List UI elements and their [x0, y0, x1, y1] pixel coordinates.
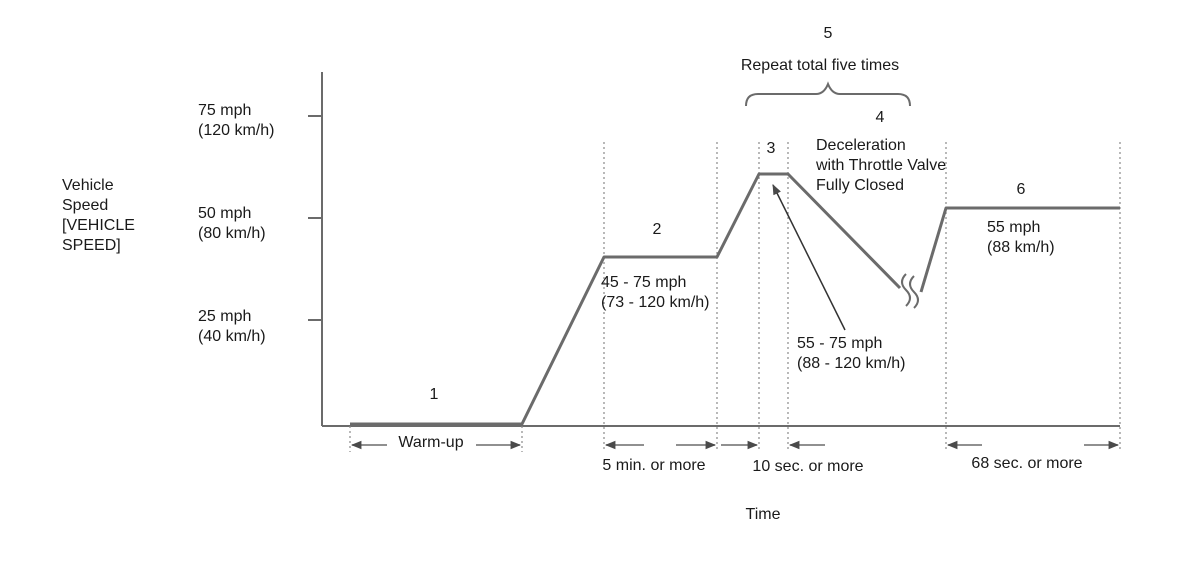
step-4-number: 4: [876, 109, 885, 126]
x-axis-label: Time: [746, 506, 781, 523]
step-4-text-line2: with Throttle Valve: [815, 157, 946, 174]
tick-label-75-kmh: (120 km/h): [198, 122, 274, 139]
step-3-speed-kmh: (88 - 120 km/h): [797, 355, 905, 372]
step-3-number: 3: [767, 140, 776, 157]
step-3-speed-mph: 55 - 75 mph: [797, 335, 882, 352]
speed-trace: [350, 172, 902, 426]
warmup-label: Warm-up: [398, 434, 463, 451]
step-2-number: 2: [653, 221, 662, 238]
tick-label-75-mph: 75 mph: [198, 102, 251, 119]
step-6-number: 6: [1017, 181, 1026, 198]
step-2-speed-mph: 45 - 75 mph: [601, 274, 686, 291]
repeat-step-number: 5: [824, 25, 833, 42]
step-6-speed-kmh: (88 km/h): [987, 239, 1055, 256]
y-axis-label-line3: [VEHICLE: [62, 217, 135, 234]
time-break-squiggle-left: [901, 273, 911, 307]
step-2-duration: 5 min. or more: [602, 457, 705, 474]
repeat-brace: [745, 81, 911, 107]
step-2-speed-kmh: (73 - 120 km/h): [601, 294, 709, 311]
speed-trace-resume: [919, 206, 1120, 293]
step-6-duration: 68 sec. or more: [971, 455, 1082, 472]
step-3-duration: 10 sec. or more: [752, 458, 863, 475]
tick-label-25-mph: 25 mph: [198, 308, 251, 325]
step-3-pointer-arrow: [772, 184, 846, 331]
tick-label-50-mph: 50 mph: [198, 205, 251, 222]
y-axis-label-line1: Vehicle: [62, 177, 114, 194]
step-4-text-line1: Deceleration: [816, 137, 906, 154]
step-1-number: 1: [430, 386, 439, 403]
tick-label-50-kmh: (80 km/h): [198, 225, 266, 242]
step-6-speed-mph: 55 mph: [987, 219, 1040, 236]
step-4-text-line3: Fully Closed: [816, 177, 904, 194]
y-axis-label-line2: Speed: [62, 197, 108, 214]
repeat-label: Repeat total five times: [741, 57, 899, 74]
y-axis-label-line4: SPEED]: [62, 237, 121, 254]
time-break-squiggle-right: [909, 275, 919, 309]
tick-label-25-kmh: (40 km/h): [198, 328, 266, 345]
